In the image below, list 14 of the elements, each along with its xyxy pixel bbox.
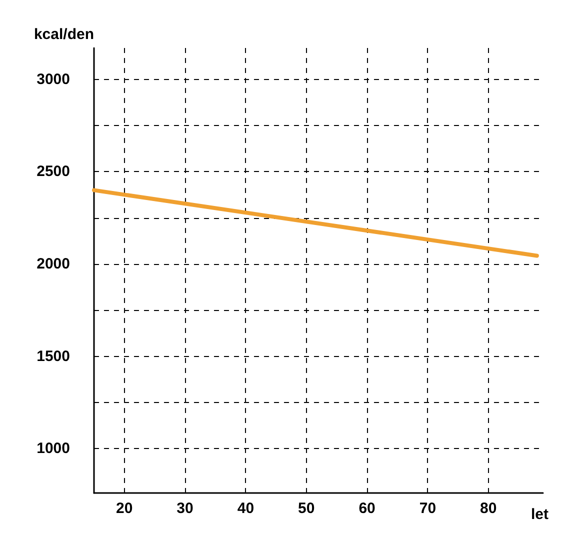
y-tick-label: 2500 — [36, 163, 70, 180]
x-tick-label: 60 — [358, 500, 376, 517]
x-tick-label: 70 — [419, 500, 436, 517]
y-tick-label: 1500 — [36, 348, 70, 365]
x-tick-label: 40 — [237, 500, 254, 517]
x-tick-label: 50 — [298, 500, 315, 517]
y-tick-label: 3000 — [36, 70, 70, 88]
x-tick-label: 80 — [480, 500, 497, 517]
y-tick-label: 1000 — [36, 440, 70, 458]
x-tick-label: 20 — [116, 500, 133, 517]
y-tick-label: 2000 — [36, 256, 70, 273]
x-tick-label: 30 — [176, 500, 194, 517]
x-axis-title: let — [531, 506, 549, 523]
y-axis-title: kcal/den — [34, 26, 94, 43]
